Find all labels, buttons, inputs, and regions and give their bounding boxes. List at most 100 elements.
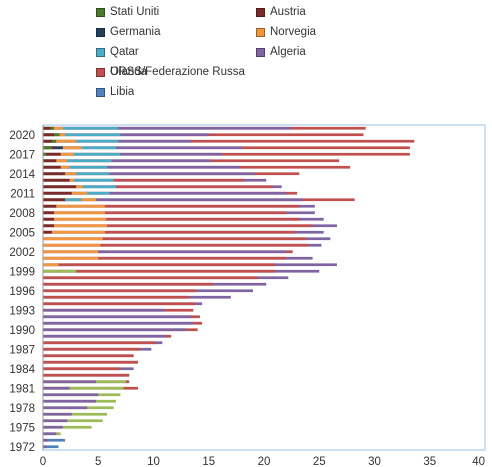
y-tick-label: 2020 [9,130,35,142]
bar-norvegia-2006 [43,224,108,228]
bar-algeria-1977 [43,412,72,416]
bar-algeria-2020 [43,133,209,137]
bar-urss-federazione-russa-2004 [43,237,306,241]
bar-austria-2007 [43,217,55,221]
legend-label: Libia [110,86,135,98]
y-tick-label: 1975 [9,422,35,434]
bar-algeria-2010 [43,198,303,202]
x-tick-label: 20 [258,456,271,467]
bar-algeria-1982 [43,380,97,384]
bar-algeria-1991 [43,321,194,325]
legend-label: Algeria [270,46,306,58]
bar-urss-federazione-russa-1995 [43,295,189,299]
bar-urss-federazione-russa-2012 [43,185,273,189]
bar-algeria-1992 [43,315,192,319]
bar-libia-1972 [43,445,59,449]
bar-qatar-2021 [43,126,119,130]
legend-swatch [96,47,105,57]
bar-qatar-2015 [43,165,108,169]
bar-urss-federazione-russa-2013 [43,178,245,182]
bar-urss-federazione-russa-1987 [43,347,141,351]
y-axis-ticks: 1972 1975 1978 1981 1984 1987 1990 1993 1996 1999… [9,130,35,454]
bar-urss-federazione-russa-2017 [43,152,410,156]
bar-norvegia-2000 [43,263,59,267]
legend-swatch [256,27,265,37]
x-tick-label: 30 [368,456,381,467]
y-tick-label: 1981 [9,383,35,395]
x-tick-label: 15 [202,456,215,467]
bar-norvegia-2001 [43,256,99,260]
bar-austria-2019 [43,139,52,143]
bar-algeria-2021 [43,126,291,130]
x-tick-label: 10 [147,456,160,467]
y-tick-label: 2014 [9,169,35,181]
bar-urss-federazione-russa-1999 [43,269,276,273]
bar-norvegia-2005 [43,230,105,234]
bar-algeria-2011 [43,191,287,195]
bar-austria-2005 [43,230,52,234]
chart-legend: Stati Uniti Austria Germania Norvegia Qatar A… [96,6,476,110]
legend-label: Stati Uniti [110,6,160,18]
bar-austria-2015 [43,165,61,169]
bar-austria-2021 [43,126,51,130]
bar-norvegia-2019 [43,139,77,143]
bar-algeria-1978 [43,406,88,410]
bar-stati-uniti-2016 [43,159,45,163]
x-tick-label: 0 [40,456,46,467]
bar-urss-federazione-russa-2005 [43,230,295,234]
x-tick-label: 5 [95,456,101,467]
bar-algeria-1976 [43,419,68,423]
legend-label: URSS/Federazione Russa [110,66,245,78]
bar-olanda-1999 [43,269,77,273]
legend-item: Austria [256,6,306,18]
legend-item: Norvegia [256,26,316,38]
bar-urss-federazione-russa-1998 [43,276,258,280]
bar-austria-2009 [43,204,57,208]
legend-label: Qatar [110,46,139,58]
bar-norvegia-2008 [43,211,105,215]
bars-layer [43,126,415,449]
legend-label: Germania [110,26,161,38]
legend-label: Austria [270,6,306,18]
bar-urss-federazione-russa-1985 [43,360,139,364]
bar-urss-federazione-russa-2008 [43,211,287,215]
y-tick-label: 1984 [9,364,35,376]
x-tick-label: 25 [313,456,326,467]
bar-austria-2020 [43,133,55,137]
x-tick-label: 40 [472,456,485,467]
bar-urss-federazione-russa-1988 [43,341,156,345]
bar-austria-2010 [43,198,66,202]
bar-urss-federazione-russa-2003 [43,243,309,247]
bar-olanda-1976 [43,419,103,423]
x-axis-ticks: 0 5 10 15 20 25 30 35 40 [40,456,485,467]
bar-urss-federazione-russa-2019 [43,139,415,143]
bar-urss-federazione-russa-2000 [43,263,276,267]
bar-qatar-2019 [43,139,119,143]
bar-algeria-2016 [43,159,211,163]
bar-norvegia-2003 [43,243,101,247]
y-tick-label: 1999 [9,266,35,278]
bar-qatar-2017 [43,152,121,156]
bar-algeria-1981 [43,386,70,390]
y-tick-label: 1996 [9,286,35,298]
bar-algeria-1993 [43,308,165,312]
legend-swatch [96,87,105,97]
bar-austria-2014 [43,172,66,176]
legend-swatch [96,7,105,17]
legend-item: Stati Uniti [96,6,159,18]
bar-algeria-2014 [43,172,256,176]
legend-swatch [96,67,105,77]
bar-algeria-1974 [43,432,57,436]
y-tick-label: 1990 [9,325,35,337]
bar-olanda-1981 [43,386,124,390]
bar-qatar-2020 [43,133,121,137]
legend-item: Algeria [256,46,306,58]
legend-swatch [256,47,265,57]
bar-austria-2016 [43,159,57,163]
bar-algeria-1989 [43,334,167,338]
legend-swatch [96,27,105,37]
y-tick-label: 2011 [10,188,35,200]
bar-norvegia-2007 [43,217,106,221]
bar-norvegia-2004 [43,237,103,241]
